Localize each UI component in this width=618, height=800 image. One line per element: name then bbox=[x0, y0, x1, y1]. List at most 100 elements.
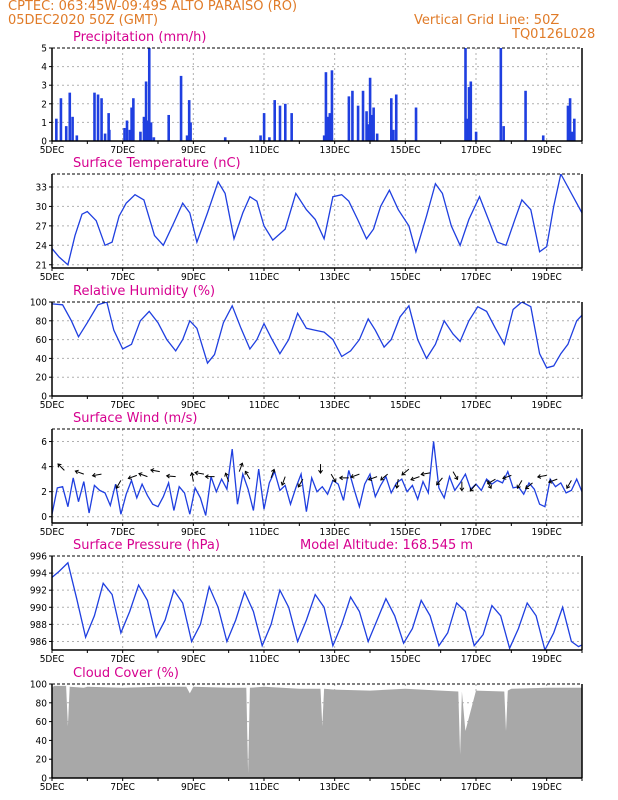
wind-arrow bbox=[338, 475, 349, 481]
precip-bar bbox=[93, 92, 96, 141]
y-tick-label: 990 bbox=[30, 603, 47, 614]
wind-arrow-head bbox=[271, 468, 276, 473]
wind-arrow-head bbox=[394, 484, 400, 489]
x-tick-label: 9DEC bbox=[181, 145, 206, 156]
x-tick-label: 19DEC bbox=[531, 782, 561, 793]
wind-arrow-shaft bbox=[225, 473, 230, 482]
wind-title: Surface Wind (m/s) bbox=[73, 411, 197, 426]
wind-arrow bbox=[420, 471, 431, 477]
wind-arrow-shaft bbox=[166, 475, 176, 478]
precip-bar bbox=[167, 114, 170, 141]
precip-bar bbox=[273, 100, 276, 141]
precip-bar bbox=[392, 129, 395, 141]
precip-bar bbox=[103, 133, 107, 141]
pres-panel: 986 988 990 992 994 996 5DEC 7DEC 9DEC 11DEC 13DEC… bbox=[30, 538, 583, 665]
x-tick-label: 17DEC bbox=[461, 527, 491, 538]
precip-bar bbox=[322, 135, 326, 141]
precip-bar bbox=[375, 133, 379, 141]
wind-arrow-head bbox=[547, 479, 553, 484]
y-tick-label: 33 bbox=[36, 182, 47, 193]
y-tick-label: 3 bbox=[41, 81, 47, 92]
wind-arrow-shaft bbox=[487, 478, 496, 485]
precip-bar bbox=[347, 96, 351, 141]
wind-arrow-head bbox=[454, 475, 459, 481]
x-tick-label: 19DEC bbox=[531, 400, 561, 411]
y-tick-label: 30 bbox=[36, 202, 48, 213]
x-tick-label: 9DEC bbox=[181, 527, 206, 538]
wind-arrow bbox=[204, 474, 215, 480]
y-tick-label: 40 bbox=[36, 736, 48, 747]
precip-bar bbox=[568, 98, 572, 141]
wind-arrow-head bbox=[194, 470, 199, 476]
wind-arrow-head bbox=[469, 487, 474, 492]
precip-bar bbox=[284, 103, 287, 141]
x-tick-label: 17DEC bbox=[461, 654, 491, 665]
x-tick-label: 7DEC bbox=[110, 400, 135, 411]
x-tick-label: 11DEC bbox=[249, 145, 279, 156]
wind-arrow-head bbox=[487, 484, 492, 489]
wind-arrow bbox=[189, 471, 195, 482]
wind-arrow-head bbox=[127, 475, 132, 480]
model-code: TQ0126L028 bbox=[512, 27, 596, 42]
precip-bar bbox=[365, 111, 368, 141]
precip-bar bbox=[68, 92, 72, 141]
wind-arrow-head bbox=[420, 471, 425, 477]
precip-bar bbox=[566, 105, 570, 141]
x-tick-label: 13DEC bbox=[319, 782, 349, 793]
wind-arrow-head bbox=[380, 476, 385, 481]
precip-bar bbox=[223, 137, 227, 141]
wind-arrow bbox=[410, 476, 420, 482]
x-tick-label: 5DEC bbox=[40, 145, 65, 156]
precip-bar bbox=[328, 113, 332, 141]
precip-bar bbox=[59, 98, 63, 141]
x-tick-label: 11DEC bbox=[249, 272, 279, 283]
x-tick-label: 13DEC bbox=[319, 272, 349, 283]
precip-bar bbox=[573, 118, 576, 141]
wind-arrow-head bbox=[239, 462, 244, 467]
precip-bar bbox=[152, 137, 156, 141]
wind-arrow bbox=[486, 480, 492, 489]
wind-arrow-head bbox=[150, 468, 155, 473]
y-tick-label: 988 bbox=[30, 620, 47, 631]
wind-arrow bbox=[238, 462, 244, 472]
wind-arrow-head bbox=[401, 471, 406, 476]
wind-arrow-head bbox=[74, 469, 79, 475]
y-tick-label: 80 bbox=[36, 316, 48, 327]
rh-series-line bbox=[52, 302, 582, 369]
wind-arrow-shaft bbox=[115, 480, 122, 489]
precip-panel: 0 1 2 3 4 5 5DEC 7DEC 9DEC 11DEC 13DEC 15DEC 17DEC 19… bbox=[40, 30, 583, 156]
precip-bar bbox=[187, 100, 191, 141]
precip-bar bbox=[367, 124, 370, 141]
temp-series-line bbox=[52, 174, 582, 267]
x-tick-label: 11DEC bbox=[249, 527, 279, 538]
precip-title: Precipitation (mm/h) bbox=[73, 30, 206, 45]
temp-panel: 21 24 27 30 33 5DEC 7DEC 9DEC 11DEC 13DEC 15DEC 17D… bbox=[36, 156, 583, 283]
precip-bar bbox=[125, 120, 129, 141]
precip-bar bbox=[142, 116, 146, 141]
precip-bar bbox=[185, 135, 189, 141]
wind-arrow-head bbox=[338, 475, 343, 481]
wind-arrow bbox=[165, 473, 176, 479]
wind-arrow-head bbox=[502, 475, 507, 480]
x-tick-label: 11DEC bbox=[249, 782, 279, 793]
wind-arrow-shaft bbox=[380, 473, 388, 481]
precip-bar bbox=[326, 116, 329, 141]
wind-arrow-head bbox=[459, 487, 465, 492]
wind-arrow-shaft bbox=[396, 479, 399, 489]
wind-arrow-head bbox=[410, 476, 415, 482]
wind-arrow-head bbox=[244, 470, 249, 475]
wind-arrow-head bbox=[165, 473, 170, 479]
x-tick-label: 19DEC bbox=[531, 272, 561, 283]
wind-arrow bbox=[350, 473, 360, 479]
wind-arrow bbox=[224, 472, 230, 482]
precip-bar bbox=[474, 131, 478, 141]
wind-panel: 0 2 4 6 5DEC 7DEC 9DEC 11DEC 13DEC 15DEC 17DEC 19DE… bbox=[40, 411, 583, 538]
y-tick-label: 100 bbox=[30, 680, 47, 691]
x-tick-label: 5DEC bbox=[40, 272, 65, 283]
wind-arrow-shaft bbox=[128, 474, 137, 479]
x-tick-label: 17DEC bbox=[461, 272, 491, 283]
wind-arrow bbox=[469, 483, 477, 492]
pres-title: Surface Pressure (hPa) bbox=[73, 538, 220, 553]
precip-bar bbox=[262, 113, 266, 141]
